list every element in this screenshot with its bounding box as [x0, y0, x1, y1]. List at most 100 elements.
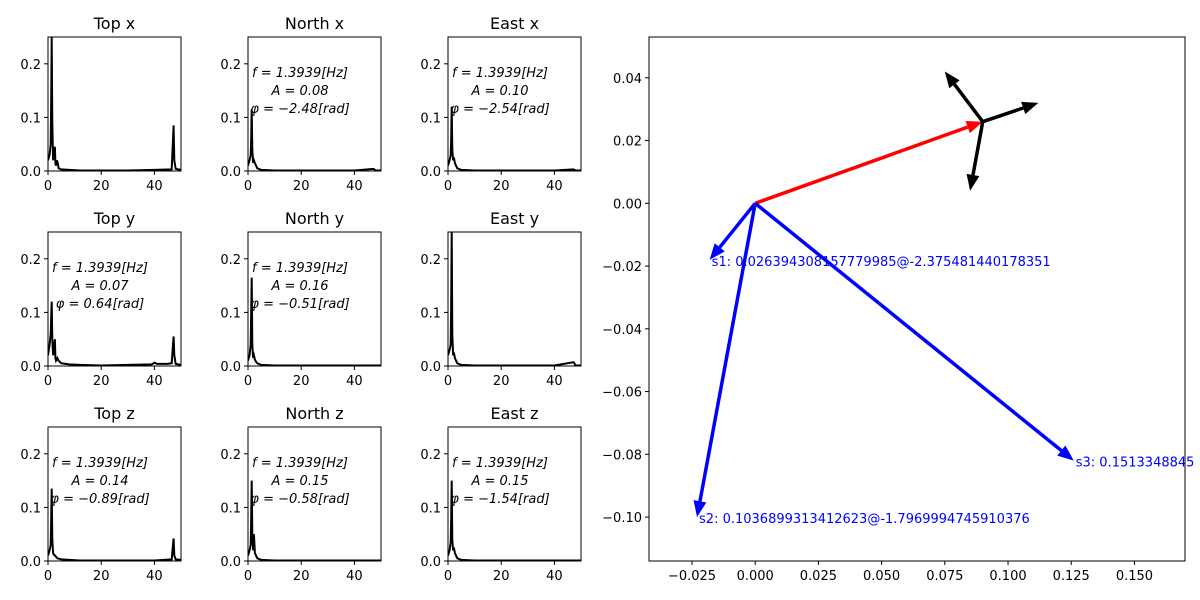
vector-label: s3: 0.1513348845 [1076, 456, 1195, 471]
x-tick-label: 0 [44, 569, 52, 584]
y-tick-label: 0.1 [220, 111, 241, 126]
y-tick-label: 0.1 [420, 501, 441, 516]
x-tick-label: −0.025 [668, 569, 716, 584]
y-tick-label: −0.10 [602, 511, 642, 526]
y-tick-label: 0.00 [613, 197, 642, 212]
vector-arrowhead [966, 173, 980, 191]
peak-annotation: φ = −1.54[rad] [450, 492, 549, 507]
subplot-title: Top z [93, 404, 134, 423]
vector-shaft [754, 201, 1063, 452]
peak-annotation: f = 1.3939[Hz] [252, 261, 348, 276]
vector-label: s2: 0.1036899313412623@-1.79699947459103… [699, 512, 1030, 527]
y-tick-label: 0.1 [20, 111, 41, 126]
axes-frame [447, 426, 582, 562]
y-tick-label: 0.2 [20, 58, 41, 73]
x-tick-label: 0.050 [863, 569, 900, 584]
axes-frame [47, 231, 182, 367]
peak-annotation: φ = −0.58[rad] [250, 492, 349, 507]
vector-arrowhead [709, 243, 725, 260]
y-tick-label: 0.0 [420, 555, 441, 570]
y-tick-label: 0.2 [420, 253, 441, 268]
x-tick-label: 40 [146, 179, 163, 194]
vector-plot: −0.025 0.000 0.025 0.050 0.075 0.100 0.125 0.15… [602, 36, 1195, 584]
spectrum-subplot: East y 0 20 40 0.0 0.1 0.2 [420, 209, 582, 389]
x-tick-label: 0 [244, 374, 252, 389]
y-tick-label: 0.1 [20, 306, 41, 321]
x-tick-label: 40 [546, 569, 563, 584]
y-tick-label: 0.1 [420, 306, 441, 321]
x-tick-label: 0.125 [1053, 569, 1090, 584]
x-tick-label: 0.150 [1116, 569, 1153, 584]
spectrum-subplot: Top y 0 20 40 0.0 0.1 0.2 f = 1.3939[Hz] A = 0.0… [20, 209, 182, 389]
x-tick-label: 40 [346, 179, 363, 194]
peak-annotation: φ = −0.89[rad] [50, 492, 149, 507]
y-tick-label: 0.1 [20, 501, 41, 516]
y-tick-label: −0.08 [602, 448, 642, 463]
x-tick-label: 20 [493, 374, 510, 389]
y-tick-label: 0.0 [220, 555, 241, 570]
y-tick-label: 0.0 [20, 555, 41, 570]
subplot-title: East y [490, 209, 539, 228]
x-tick-label: 0 [444, 569, 452, 584]
peak-annotation: A = 0.14 [71, 474, 129, 489]
y-tick-label: 0.04 [613, 72, 642, 87]
vector-shaft [754, 125, 969, 205]
vector-shaft [971, 121, 985, 176]
x-tick-label: 20 [493, 179, 510, 194]
y-tick-label: 0.2 [220, 253, 241, 268]
x-tick-label: 0 [444, 374, 452, 389]
peak-annotation: A = 0.10 [471, 84, 529, 99]
axes-frame [247, 231, 382, 367]
vector-shaft [698, 202, 757, 502]
spectrum-subplot: North x 0 20 40 0.0 0.1 0.2 f = 1.3939[Hz] A = 0… [220, 14, 382, 194]
x-tick-label: 20 [293, 374, 310, 389]
subplot-title: East z [490, 404, 538, 423]
y-tick-label: 0.1 [220, 501, 241, 516]
x-tick-label: 0.100 [989, 569, 1026, 584]
peak-annotation: A = 0.15 [271, 474, 329, 489]
x-tick-label: 40 [146, 569, 163, 584]
subplot-title: Top x [93, 14, 136, 33]
peak-annotation: f = 1.3939[Hz] [252, 66, 348, 81]
y-tick-label: 0.0 [420, 165, 441, 180]
vector-arrowhead [944, 71, 960, 89]
spectrum-line [448, 232, 581, 366]
vector-shaft [953, 83, 985, 123]
axes-frame [47, 426, 182, 562]
axes-frame [47, 36, 182, 172]
y-tick-label: −0.04 [602, 323, 642, 338]
x-tick-label: 0.000 [737, 569, 774, 584]
subplot-title: North y [285, 209, 344, 228]
axes-frame [247, 426, 382, 562]
y-tick-label: 0.0 [220, 360, 241, 375]
peak-annotation: A = 0.15 [471, 474, 529, 489]
spectrum-subplot: North z 0 20 40 0.0 0.1 0.2 f = 1.3939[Hz] A = 0… [220, 404, 382, 584]
peak-annotation: f = 1.3939[Hz] [452, 456, 548, 471]
y-tick-label: 0.02 [613, 135, 642, 150]
x-tick-label: 0.025 [800, 569, 837, 584]
x-tick-label: 20 [293, 179, 310, 194]
x-tick-label: 0 [44, 179, 52, 194]
peak-annotation: f = 1.3939[Hz] [252, 456, 348, 471]
spectrum-line [48, 301, 181, 366]
x-tick-label: 20 [93, 569, 110, 584]
vector-arrowhead [1021, 101, 1039, 115]
spectrum-line [48, 37, 181, 171]
spectrum-subplot: East z 0 20 40 0.0 0.1 0.2 f = 1.3939[Hz] A = 0.… [420, 404, 582, 584]
spectrum-subplot: North y 0 20 40 0.0 0.1 0.2 f = 1.3939[Hz] A = 0… [220, 209, 382, 389]
peak-annotation: A = 0.08 [271, 84, 329, 99]
axes-frame [447, 36, 582, 172]
peak-annotation: φ = −2.48[rad] [250, 102, 349, 117]
vector-label: s1: 0.026394308157779985@-2.375481440178… [712, 255, 1051, 270]
x-tick-label: 40 [546, 374, 563, 389]
vector-arrowhead [1057, 445, 1074, 461]
x-tick-label: 0.075 [926, 569, 963, 584]
y-tick-label: 0.0 [20, 360, 41, 375]
y-tick-label: 0.2 [20, 448, 41, 463]
axes-frame [447, 231, 582, 367]
vector-arrowhead [693, 500, 707, 518]
y-tick-label: −0.06 [602, 386, 642, 401]
x-tick-label: 0 [244, 569, 252, 584]
y-tick-label: 0.0 [220, 165, 241, 180]
